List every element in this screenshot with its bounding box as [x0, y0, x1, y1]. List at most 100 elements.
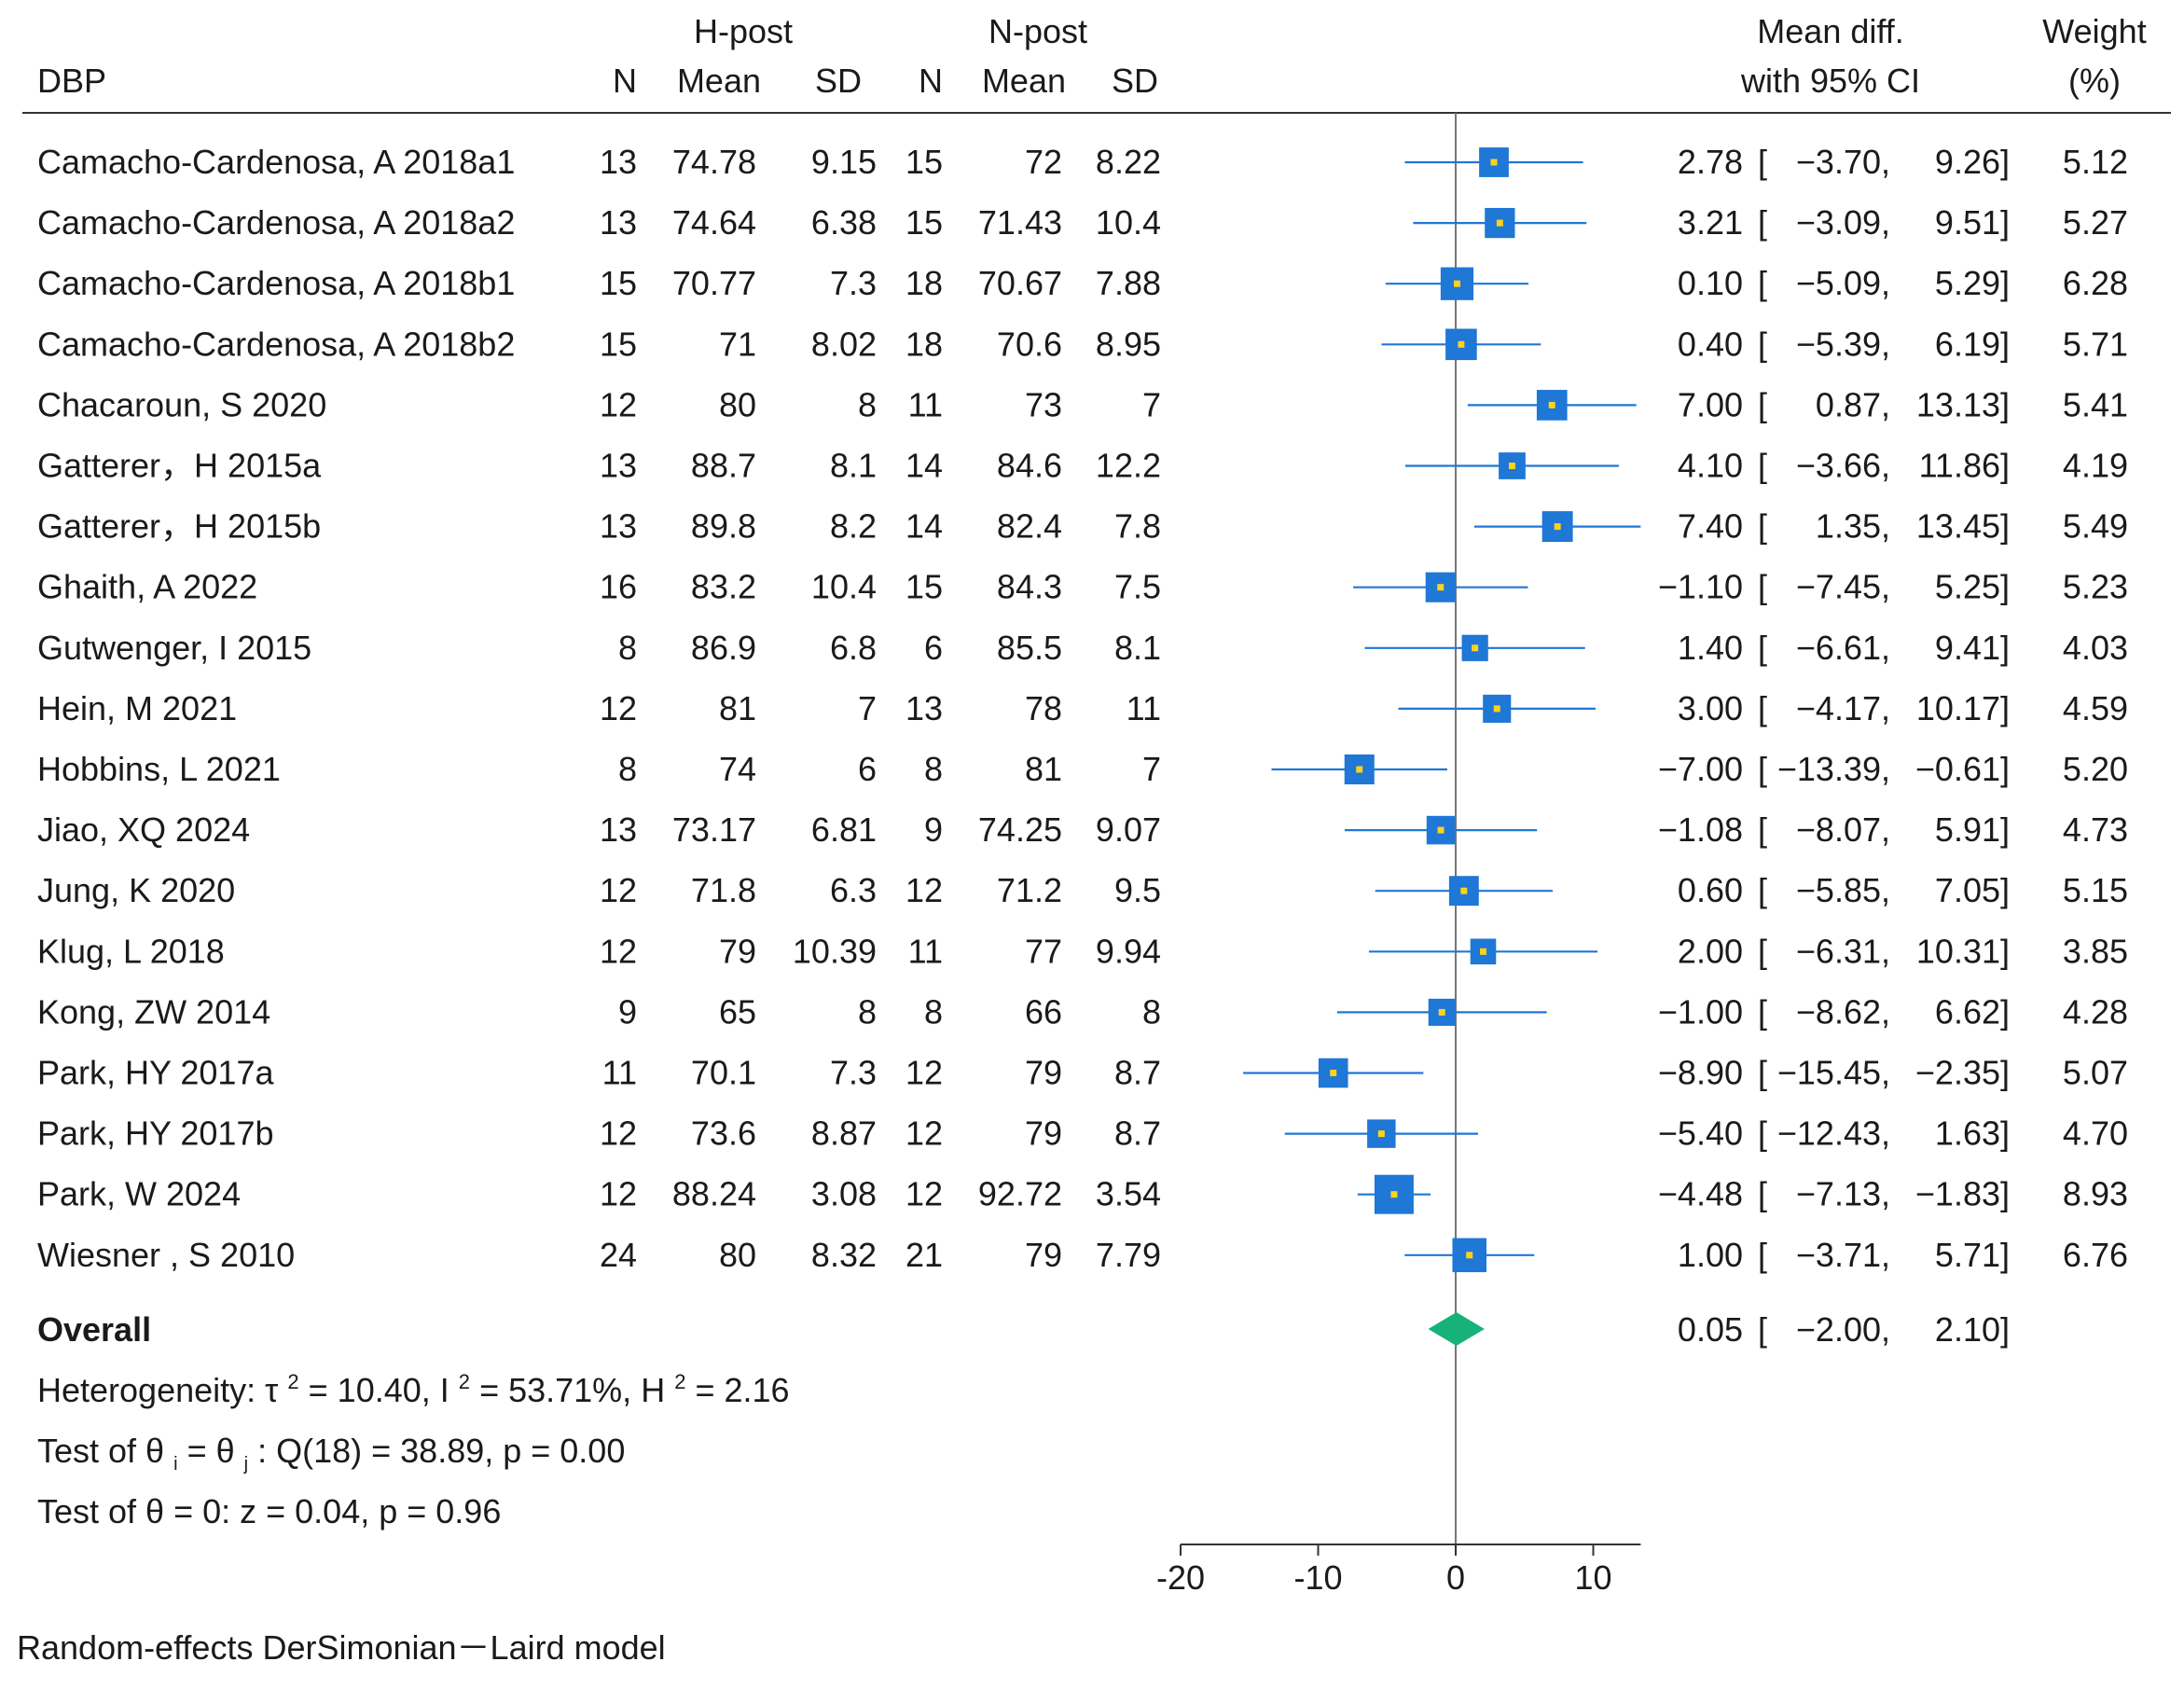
header-group2: N-post — [988, 12, 1087, 50]
n-post-mean: 85.5 — [997, 629, 1062, 667]
ci-open-bracket: [ — [1758, 932, 1767, 970]
weight-value: 4.28 — [2063, 992, 2128, 1031]
n-post-sd: 8 — [1142, 992, 1161, 1031]
study-label: Camacho-Cardenosa, A 2018b1 — [37, 264, 515, 302]
h-post-sd: 10.39 — [793, 932, 877, 970]
ci-lower-value: −13.39, — [1777, 750, 1890, 788]
ci-open-bracket: [ — [1758, 447, 1767, 485]
ci-upper-value: 9.51] — [1935, 203, 2010, 242]
weight-value: 4.70 — [2063, 1114, 2128, 1153]
h-post-sd: 8.1 — [830, 447, 877, 485]
h-post-mean: 79 — [719, 932, 756, 970]
n-post-n: 9 — [924, 810, 943, 849]
n-post-sd: 7.88 — [1096, 264, 1161, 302]
heterogeneity-sup: 2 — [287, 1370, 298, 1393]
mean-diff-value: 2.78 — [1678, 143, 1743, 181]
h-post-n: 12 — [600, 1114, 637, 1153]
header-weight-line1: Weight — [2042, 12, 2146, 50]
mean-diff-value: 0.40 — [1678, 325, 1743, 363]
h-post-mean: 74.64 — [672, 203, 756, 242]
mean-diff-value: 2.00 — [1678, 932, 1743, 970]
study-label: Jung, K 2020 — [37, 871, 235, 909]
x-axis-tick-label: -20 — [1156, 1558, 1205, 1597]
mean-diff-value: −8.90 — [1658, 1054, 1743, 1092]
n-post-sd: 10.4 — [1096, 203, 1161, 242]
mean-diff-value: 1.40 — [1678, 629, 1743, 667]
n-post-sd: 8.95 — [1096, 325, 1161, 363]
weight-value: 5.15 — [2063, 871, 2128, 909]
ci-open-bracket: [ — [1758, 143, 1767, 181]
study-row: Klug, L 2018 12 79 10.39 11 77 9.94 2.00 [−6.31,… — [37, 932, 2128, 970]
n-post-mean: 70.6 — [997, 325, 1062, 363]
weight-value: 5.23 — [2063, 568, 2128, 606]
h-post-sd: 6.38 — [811, 203, 877, 242]
ci-upper-value: 5.25] — [1935, 568, 2010, 606]
h-post-sd: 8.02 — [811, 325, 877, 363]
study-label: Camacho-Cardenosa, A 2018a1 — [37, 143, 515, 181]
overall-diamond — [1428, 1312, 1485, 1346]
n-post-n: 18 — [905, 264, 943, 302]
plot-marks — [1243, 113, 1641, 1544]
study-label: Gatterer，H 2015b — [37, 507, 321, 546]
n-post-sd: 9.07 — [1096, 810, 1161, 849]
point-estimate-dot — [1330, 1070, 1337, 1076]
study-row: Park, HY 2017b 12 73.6 8.87 12 79 8.7 −5.40 [−12… — [37, 1114, 2128, 1153]
h-post-mean: 70.1 — [691, 1054, 756, 1092]
ci-lower-value: −6.31, — [1796, 932, 1890, 970]
study-row: Camacho-Cardenosa, A 2018b1 15 70.77 7.3 18 7… — [37, 264, 2128, 302]
ci-upper-value: 13.45] — [1916, 507, 2010, 546]
model-footer: Random-effects DerSimonian－Laird model — [17, 1628, 666, 1667]
n-post-n: 15 — [905, 143, 943, 181]
h-post-mean: 73.6 — [691, 1114, 756, 1153]
h-post-n: 12 — [600, 1175, 637, 1213]
mean-diff-value: −1.10 — [1658, 568, 1743, 606]
ci-upper-value: 6.62] — [1935, 992, 2010, 1031]
ci-upper-value: 6.19] — [1935, 325, 2010, 363]
h-post-sd: 8.2 — [830, 507, 877, 546]
mean-diff-value: 3.21 — [1678, 203, 1743, 242]
study-label: Camacho-Cardenosa, A 2018a2 — [37, 203, 515, 242]
n-post-mean: 70.67 — [978, 264, 1062, 302]
weight-value: 4.19 — [2063, 447, 2128, 485]
point-estimate-dot — [1490, 159, 1498, 166]
ci-open-bracket: [ — [1758, 203, 1767, 242]
h-post-n: 16 — [600, 568, 637, 606]
ci-open-bracket: [ — [1758, 264, 1767, 302]
ci-open-bracket: [ — [1758, 689, 1767, 727]
point-estimate-dot — [1493, 705, 1500, 713]
h-post-mean: 65 — [719, 992, 756, 1031]
n-post-n: 8 — [924, 992, 943, 1031]
ci-upper-value: 1.63] — [1935, 1114, 2010, 1153]
ci-upper-value: 13.13] — [1916, 385, 2010, 423]
mean-diff-value: −1.00 — [1658, 992, 1743, 1031]
header-mean2: Mean — [982, 62, 1066, 100]
study-label: Gutwenger, I 2015 — [37, 629, 311, 667]
h-post-mean: 89.8 — [691, 507, 756, 546]
h-post-n: 8 — [618, 629, 637, 667]
ci-lower-value: 0.87, — [1816, 385, 1890, 423]
header-outcome: DBP — [37, 62, 106, 100]
heterogeneity-prefix: Heterogeneity: τ — [37, 1371, 278, 1409]
study-row: Camacho-Cardenosa, A 2018b2 15 71 8.02 18 70.… — [37, 325, 2128, 363]
h-post-n: 12 — [600, 871, 637, 909]
ci-open-bracket: [ — [1758, 992, 1767, 1031]
h-post-sd: 8 — [858, 385, 877, 423]
overall-ci-open-bracket: [ — [1758, 1310, 1767, 1349]
n-post-mean: 71.43 — [978, 203, 1062, 242]
n-post-n: 15 — [905, 568, 943, 606]
h-post-n: 13 — [600, 447, 637, 485]
n-post-sd: 7 — [1142, 750, 1161, 788]
study-row: Kong, ZW 2014 9 65 8 8 66 8 −1.00 [−8.62, 6.62] 4.… — [37, 992, 2128, 1031]
overall-ci-lower: −2.00, — [1796, 1310, 1890, 1349]
n-post-mean: 72 — [1025, 143, 1062, 181]
h-post-n: 9 — [618, 992, 637, 1031]
ci-upper-value: 9.41] — [1935, 629, 2010, 667]
study-row: Gatterer，H 2015a 13 88.7 8.1 14 84.6 12.2 4.10 [… — [37, 447, 2128, 485]
ci-upper-value: 5.91] — [1935, 810, 2010, 849]
ci-upper-value: 5.71] — [1935, 1236, 2010, 1274]
n-post-mean: 84.6 — [997, 447, 1062, 485]
ci-lower-value: −12.43, — [1777, 1114, 1890, 1153]
weight-value: 5.27 — [2063, 203, 2128, 242]
study-label: Chacaroun, S 2020 — [37, 385, 326, 423]
study-label: Park, W 2024 — [37, 1175, 241, 1213]
